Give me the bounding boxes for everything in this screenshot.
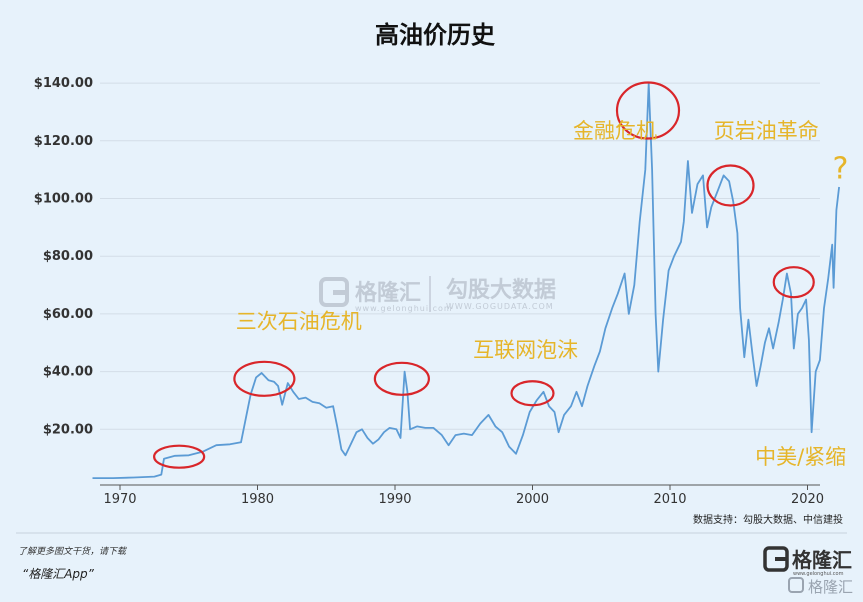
highlight-circle	[373, 361, 430, 396]
corner-watermark-text: 格隆汇	[808, 578, 853, 596]
highlight-circle	[233, 360, 296, 397]
y-tick-label: $80.00	[43, 249, 93, 264]
highlight-circle	[153, 444, 206, 469]
footer-logo: 格隆汇 www.gelonghui.com	[763, 546, 852, 577]
annotation-label: 互联网泡沫	[473, 338, 578, 362]
x-tick-label: 2020	[791, 492, 824, 507]
highlight-circles	[153, 81, 815, 469]
highlight-circle	[510, 380, 555, 407]
highlight-circle	[772, 266, 815, 299]
annotation-label: 三次石油危机	[236, 309, 362, 333]
footer-logo-icon	[763, 546, 789, 572]
annotation-label: 中美/紧缩	[755, 445, 846, 469]
annotation-label: ?	[833, 151, 849, 186]
x-tick-label: 1990	[378, 492, 411, 507]
watermark-partner-sub: WWW.GOGUDATA.COM	[446, 302, 554, 311]
highlight-circle	[615, 81, 681, 140]
footer-prompt: 了解更多图文干货，请下载	[18, 546, 127, 557]
y-tick-label: $100.00	[34, 192, 93, 207]
footer-logo-text: 格隆汇	[792, 548, 852, 572]
x-tick-label: 2000	[516, 492, 549, 507]
y-tick-label: $120.00	[34, 134, 93, 149]
x-axis: 1970 1980 1990 2000 2010 2020	[100, 484, 824, 507]
annotation-label: 金融危机	[573, 119, 657, 143]
corner-watermark: 格隆汇	[788, 577, 853, 596]
watermark-brand-sub: www.gelonghui.com	[355, 304, 453, 313]
watermark-brand: 格隆汇	[355, 280, 421, 306]
footer-app-name: “格隆汇App”	[22, 567, 95, 581]
series-group	[92, 82, 840, 479]
grid-lines	[100, 82, 820, 430]
x-tick-label: 2010	[653, 492, 686, 507]
annotation-label: 页岩油革命	[714, 119, 819, 143]
y-tick-label: $20.00	[43, 422, 93, 437]
x-tick-label: 1980	[241, 492, 274, 507]
y-tick-label: $40.00	[43, 365, 93, 380]
x-tick-label: 1970	[103, 492, 136, 507]
center-watermark: 格隆汇 www.gelonghui.com 勾股大数据 WWW.GOGUDATA…	[319, 276, 556, 313]
corner-watermark-icon	[788, 577, 804, 593]
highlight-circle	[706, 164, 755, 207]
y-tick-label: $60.00	[43, 307, 93, 322]
gelonghui-logo-icon	[319, 277, 349, 307]
series-line	[92, 82, 840, 479]
chart-title: 高油价历史	[375, 21, 496, 49]
source-note: 数据支持：勾股大数据、中信建投	[693, 513, 843, 526]
y-axis: $20.00 $40.00 $60.00 $80.00 $100.00 $120.00 $1…	[34, 76, 93, 437]
footer-logo-sub: www.gelonghui.com	[793, 571, 844, 577]
y-tick-label: $140.00	[34, 76, 93, 91]
watermark-partner: 勾股大数据	[446, 277, 556, 303]
